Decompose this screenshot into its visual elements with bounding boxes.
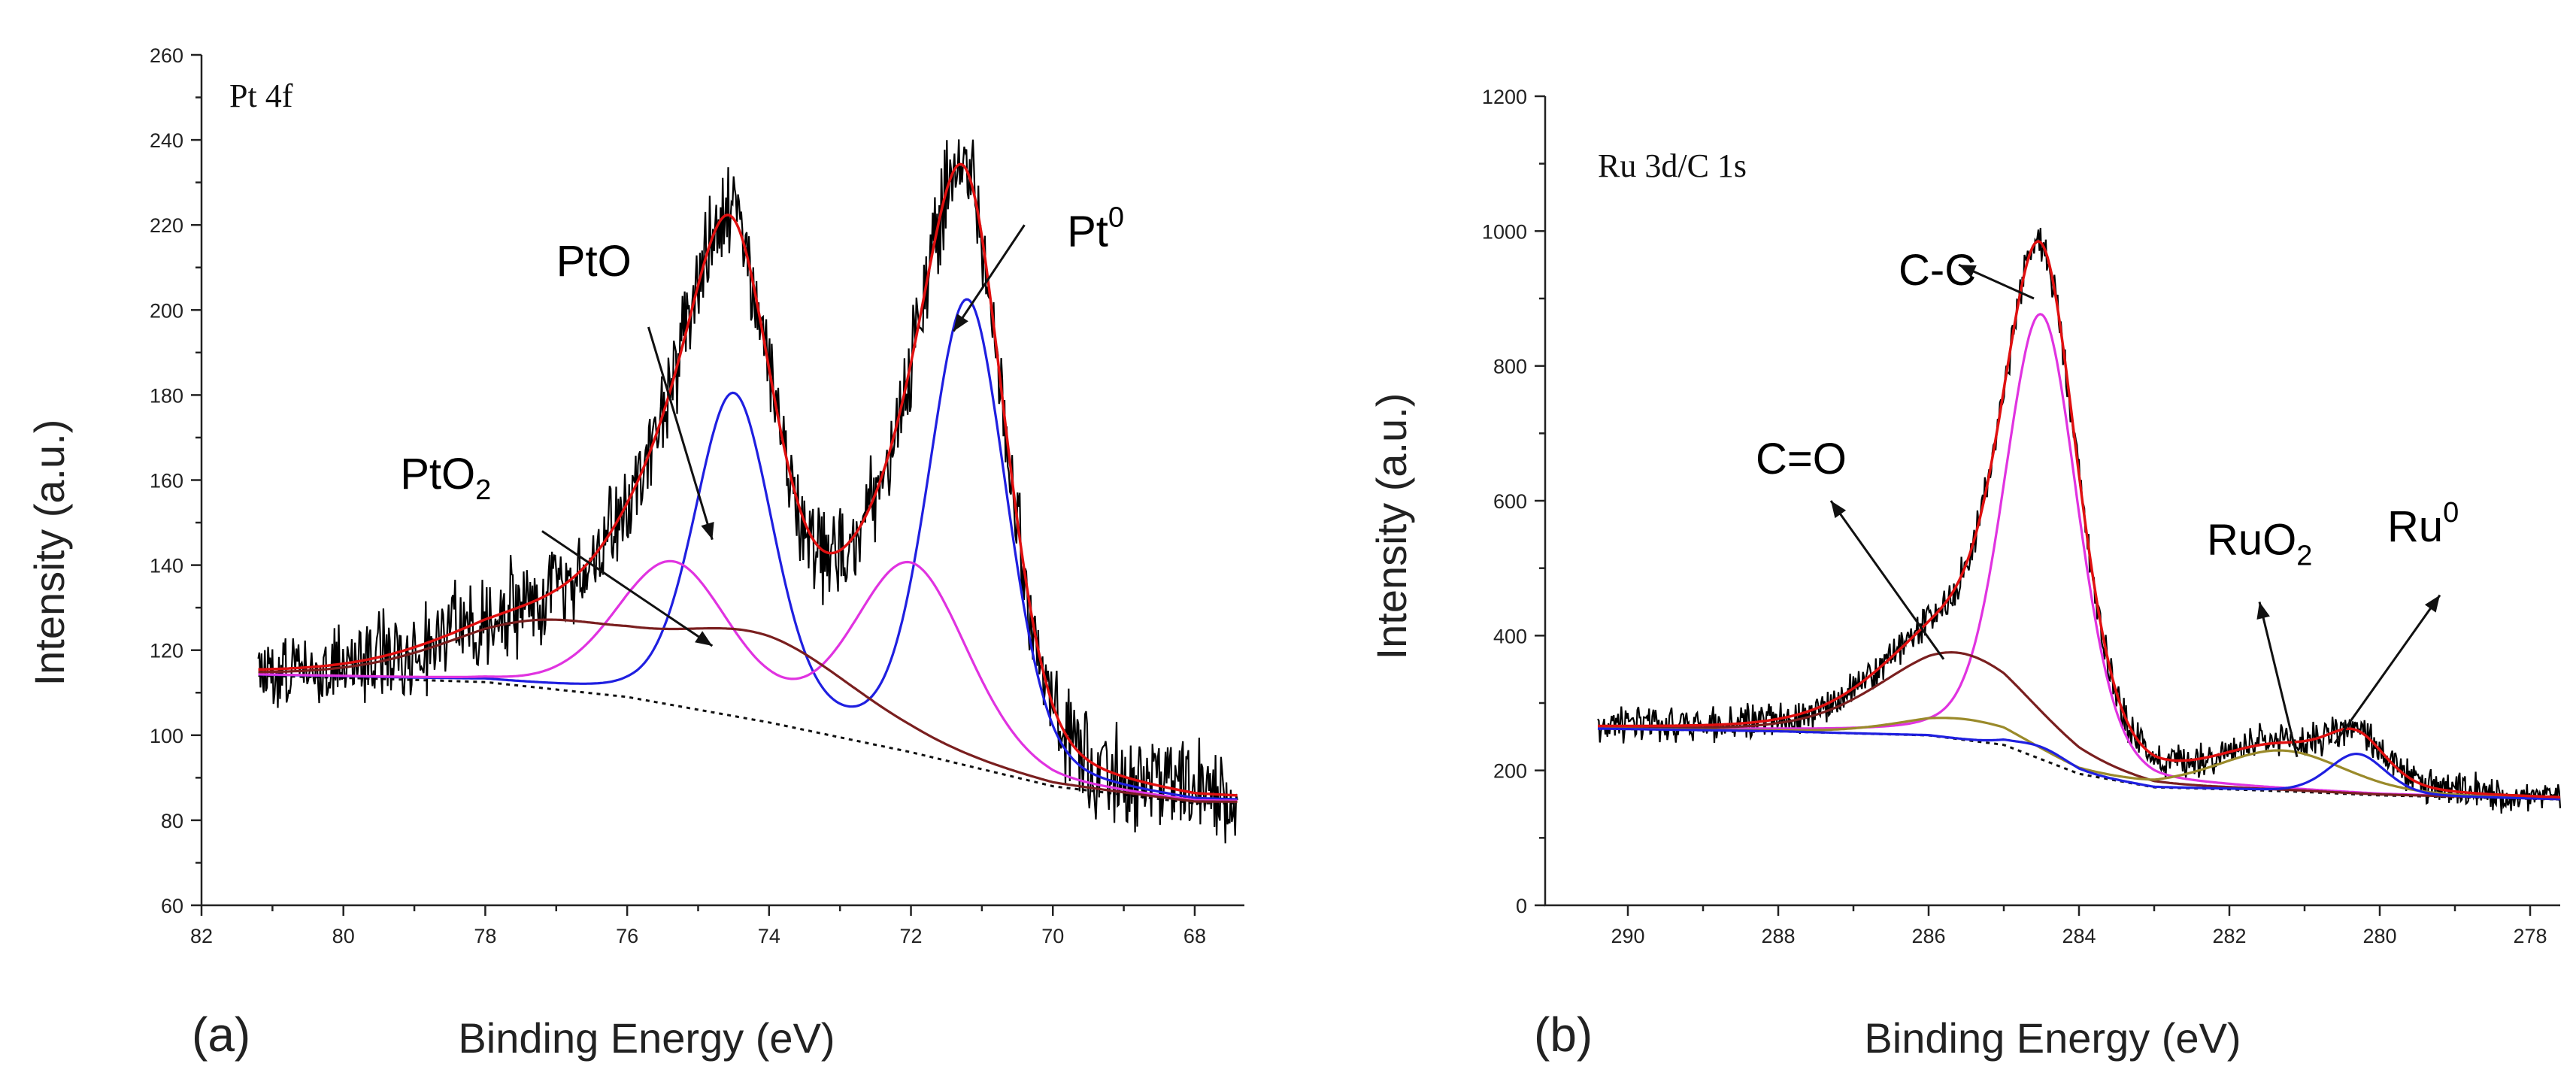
peak-label: Ru0 <box>2387 497 2459 551</box>
axis-ticks-b: 290 288 286 284 282 280 278 0 200 400 600 800 1000 12… <box>1482 86 2547 947</box>
axis-ticks-a: 82 80 78 76 74 72 70 68 60 80 100 120 140 160 180 200 22… <box>150 44 1206 947</box>
x-tick-label: 82 <box>190 925 213 947</box>
y-tick-label: 220 <box>150 214 183 237</box>
annotation-arrowhead <box>1959 265 1977 278</box>
panel-a-pt4f: (a) Binding Energy (eV) Intensity (a.u.)… <box>26 44 1244 1062</box>
annotation-arrow <box>2333 594 2441 744</box>
peak-label: C-C <box>1899 246 1976 295</box>
y-tick-label: 0 <box>1516 895 1527 917</box>
x-tick-label: 78 <box>474 925 496 947</box>
panel-label-a: (a) <box>192 1008 250 1062</box>
y-tick-label: 180 <box>150 384 183 407</box>
annotation-arrow <box>952 224 1026 332</box>
x-tick-label: 288 <box>1761 925 1795 947</box>
y-tick-label: 1000 <box>1482 220 1527 243</box>
annotation-arrowhead <box>953 314 968 332</box>
x-tick-label: 280 <box>2362 925 2396 947</box>
x-tick-label: 284 <box>2062 925 2096 947</box>
y-tick-label: 240 <box>150 129 183 152</box>
y-tick-label: 400 <box>1493 625 1527 647</box>
x-axis-title-b: Binding Energy (eV) <box>1864 1014 2241 1062</box>
peak-label: RuO2 <box>2207 516 2312 572</box>
peak-label: Pt0 <box>1067 202 1124 256</box>
y-tick-label: 600 <box>1493 490 1527 513</box>
annotation-arrow <box>2258 602 2299 758</box>
raw-data-line <box>257 139 1238 844</box>
axes-frame-b <box>1544 96 2560 907</box>
annotation-arrow <box>541 530 714 647</box>
axes-frame-a <box>200 55 1244 907</box>
spectra-curves-a <box>257 139 1238 844</box>
peak-label: PtO <box>556 237 632 286</box>
y-tick-label: 80 <box>161 810 183 832</box>
y-axis-title-b: Intensity (a.u.) <box>1368 393 1415 660</box>
peak-label: C=O <box>1756 435 1847 483</box>
annotation-arrow <box>1829 500 1945 660</box>
envelope-fit-line <box>1598 240 2561 799</box>
x-tick-label: 282 <box>2212 925 2246 947</box>
y-tick-label: 800 <box>1493 356 1527 378</box>
x-tick-label: 278 <box>2513 925 2547 947</box>
y-tick-label: 200 <box>1493 760 1527 783</box>
component-ru0-line <box>1597 727 2560 801</box>
annotation-arrowhead <box>2256 602 2270 620</box>
peak-label: PtO2 <box>400 450 491 506</box>
annotation-arrowhead <box>695 631 713 647</box>
y-axis-title-a: Intensity (a.u.) <box>26 420 73 686</box>
annotation-arrow <box>647 326 714 541</box>
component-pto2-line <box>258 618 1238 803</box>
x-tick-label: 76 <box>616 925 638 947</box>
y-tick-label: 200 <box>150 299 183 322</box>
y-tick-label: 140 <box>150 555 183 577</box>
corner-title-b: Ru 3d/C 1s <box>1598 147 1747 184</box>
x-tick-label: 70 <box>1041 925 1064 947</box>
x-tick-label: 74 <box>758 925 780 947</box>
y-tick-label: 120 <box>150 640 183 662</box>
y-tick-label: 160 <box>150 470 183 492</box>
x-tick-label: 72 <box>900 925 923 947</box>
x-tick-label: 80 <box>332 925 355 947</box>
panel-b-ru3d-c1s: (b) Binding Energy (eV) Intensity (a.u.)… <box>1368 86 2562 1062</box>
annotation-arrowhead <box>1831 501 1847 519</box>
peak-annotations-b: C-C C=O RuO2 Ru0 <box>1756 246 2459 758</box>
component-pto-line <box>258 559 1238 802</box>
component-c-o-line <box>1598 650 2561 801</box>
envelope-fit-line <box>258 162 1238 797</box>
y-tick-label: 1200 <box>1482 86 1527 108</box>
x-tick-label: 68 <box>1183 925 1206 947</box>
component-pt0-line <box>258 298 1238 801</box>
y-tick-label: 60 <box>161 895 183 917</box>
panel-label-b: (b) <box>1534 1008 1593 1062</box>
y-tick-label: 260 <box>150 44 183 67</box>
annotation-arrowhead <box>701 522 714 540</box>
x-tick-label: 290 <box>1611 925 1644 947</box>
x-tick-label: 286 <box>1911 925 1945 947</box>
annotation-arrowhead <box>2424 595 2440 613</box>
corner-title-a: Pt 4f <box>229 77 293 114</box>
y-tick-label: 100 <box>150 725 183 747</box>
peak-annotations-a: PtO PtO2 Pt0 <box>400 202 1124 647</box>
x-axis-title-a: Binding Energy (eV) <box>458 1014 835 1062</box>
spectra-curves-b <box>1597 228 2562 814</box>
